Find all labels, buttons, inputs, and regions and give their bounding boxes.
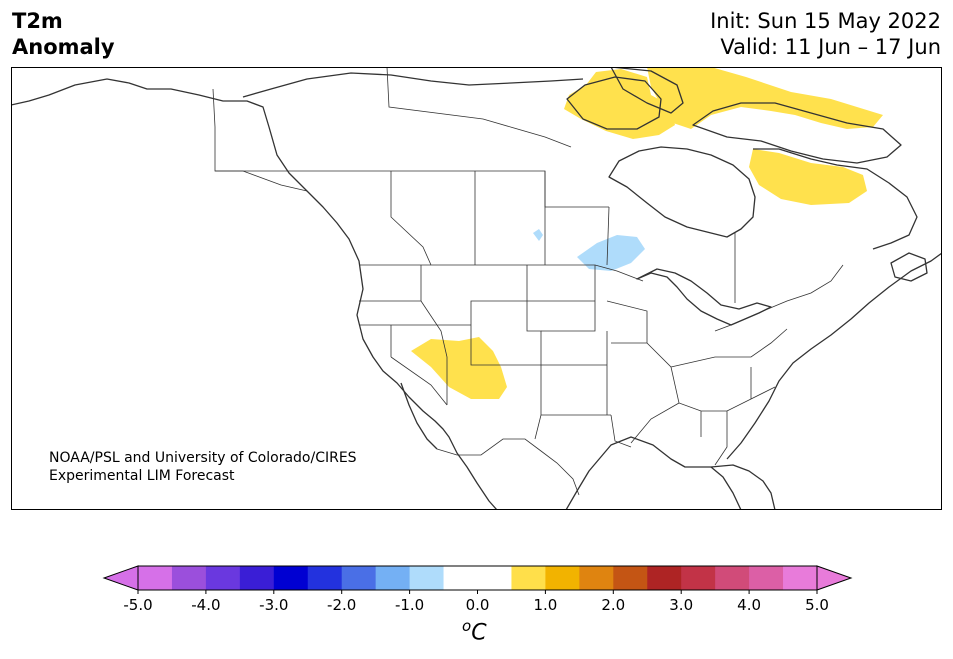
- colorbar-segment: [443, 566, 478, 590]
- hudson-bay: [608, 146, 756, 238]
- baffin-island: [692, 102, 902, 164]
- anomaly-map: [11, 67, 942, 510]
- colorbar-over-arrow: [816, 565, 853, 591]
- florida: [710, 466, 742, 510]
- colorbar-ticks: -5.0 -4.0 -3.0 -2.0 -1.0 0.0 1.0 2.0 3.0 4.0 5.0: [123, 590, 829, 614]
- coastlines: [11, 67, 942, 510]
- forecast-dates: Init: Sun 15 May 2022 Valid: 11 Jun – 17…: [710, 8, 941, 60]
- colorbar-tick-label: 0.0: [466, 596, 490, 614]
- pacific-coast: [11, 78, 498, 510]
- colorbar-segment: [783, 566, 818, 590]
- cool-anomaly-spot: [533, 229, 543, 241]
- colorbar-segment: [341, 566, 377, 590]
- colorbar: -5.0 -4.0 -3.0 -2.0 -1.0 0.0 1.0 2.0 3.0 4.0 5.0: [102, 565, 853, 614]
- colorbar-tick-label: -1.0: [395, 596, 424, 614]
- colorbar-segment: [138, 566, 173, 590]
- colorbar-segment: [171, 566, 207, 590]
- colorbar-segment: [273, 566, 309, 590]
- title-field: Anomaly: [12, 35, 115, 59]
- colorbar-tick-label: 4.0: [737, 596, 761, 614]
- colorbar-segment: [749, 566, 784, 590]
- credit-text: NOAA/PSL and University of Colorado/CIRE…: [49, 449, 357, 485]
- colorbar-tick-label: -3.0: [259, 596, 288, 614]
- colorbar-tick-label: 3.0: [669, 596, 693, 614]
- unit-base: C: [471, 620, 487, 646]
- colorbar-tick-label: 2.0: [601, 596, 625, 614]
- valid-date: Valid: 11 Jun – 17 Jun: [720, 35, 941, 59]
- credit-line-1: NOAA/PSL and University of Colorado/CIRE…: [49, 450, 357, 466]
- colorbar-segment: [545, 566, 580, 590]
- colorbar-segment: [579, 566, 614, 590]
- political-boundaries: [212, 67, 844, 496]
- colorbar-segments: [102, 565, 853, 591]
- colorbar-segment: [477, 566, 512, 590]
- colorbar-segment: [647, 566, 682, 590]
- warm-anomaly-southwest: [411, 337, 507, 399]
- canada-province-bc-ab: [390, 171, 432, 266]
- cool-anomaly-areas: [533, 229, 645, 271]
- arctic-island-north: [610, 67, 684, 114]
- colorbar-tick-label: 1.0: [533, 596, 557, 614]
- us-mexico-border: [436, 438, 580, 496]
- canada-province-mb-on: [606, 206, 610, 266]
- credit-line-2: Experimental LIM Forecast: [49, 468, 235, 484]
- baja-peninsula: [400, 382, 438, 450]
- colorbar-segment: [715, 566, 750, 590]
- arctic-coast: [242, 72, 584, 98]
- us-states-east: [606, 300, 788, 466]
- map-title: T2m Anomaly: [12, 8, 115, 60]
- colorbar-segment: [613, 566, 648, 590]
- colorbar-segment: [375, 566, 410, 590]
- warm-anomaly-quebec: [749, 149, 867, 205]
- colorbar-segment: [205, 566, 241, 590]
- us-states-west: [359, 265, 542, 406]
- newfoundland: [890, 252, 928, 282]
- colorbar-segment: [409, 566, 444, 590]
- title-variable: T2m: [12, 9, 63, 33]
- atlantic-coast: [726, 252, 942, 460]
- cool-anomaly-manitoba: [577, 235, 645, 271]
- colorbar-segment: [511, 566, 546, 590]
- colorbar-segment: [307, 566, 343, 590]
- canada-nunavut: [386, 67, 572, 148]
- colorbar-segment: [681, 566, 716, 590]
- init-date: Init: Sun 15 May 2022: [710, 9, 941, 33]
- colorbar-segment: [239, 566, 275, 590]
- map-frame: [11, 67, 942, 510]
- colorbar-tick-label: -5.0: [123, 596, 152, 614]
- colorbar-tick-label: -2.0: [327, 596, 356, 614]
- colorbar-under-arrow: [102, 565, 139, 591]
- labrador-coast: [753, 148, 918, 250]
- unit-superscript: o: [462, 617, 472, 635]
- map-background: [11, 67, 942, 510]
- colorbar-tick-label: -4.0: [191, 596, 220, 614]
- warm-anomaly-arctic-islands: [564, 69, 675, 139]
- us-canada-border-east: [730, 264, 844, 326]
- warm-anomaly-baffin: [647, 67, 883, 129]
- colorbar-tick-label: 5.0: [805, 596, 829, 614]
- colorbar-unit-label: oC: [462, 617, 487, 645]
- us-states-central: [527, 265, 632, 448]
- canada-territories: [215, 170, 609, 208]
- warm-anomaly-areas: [411, 67, 883, 399]
- gulf-of-mexico-coast: [565, 436, 776, 510]
